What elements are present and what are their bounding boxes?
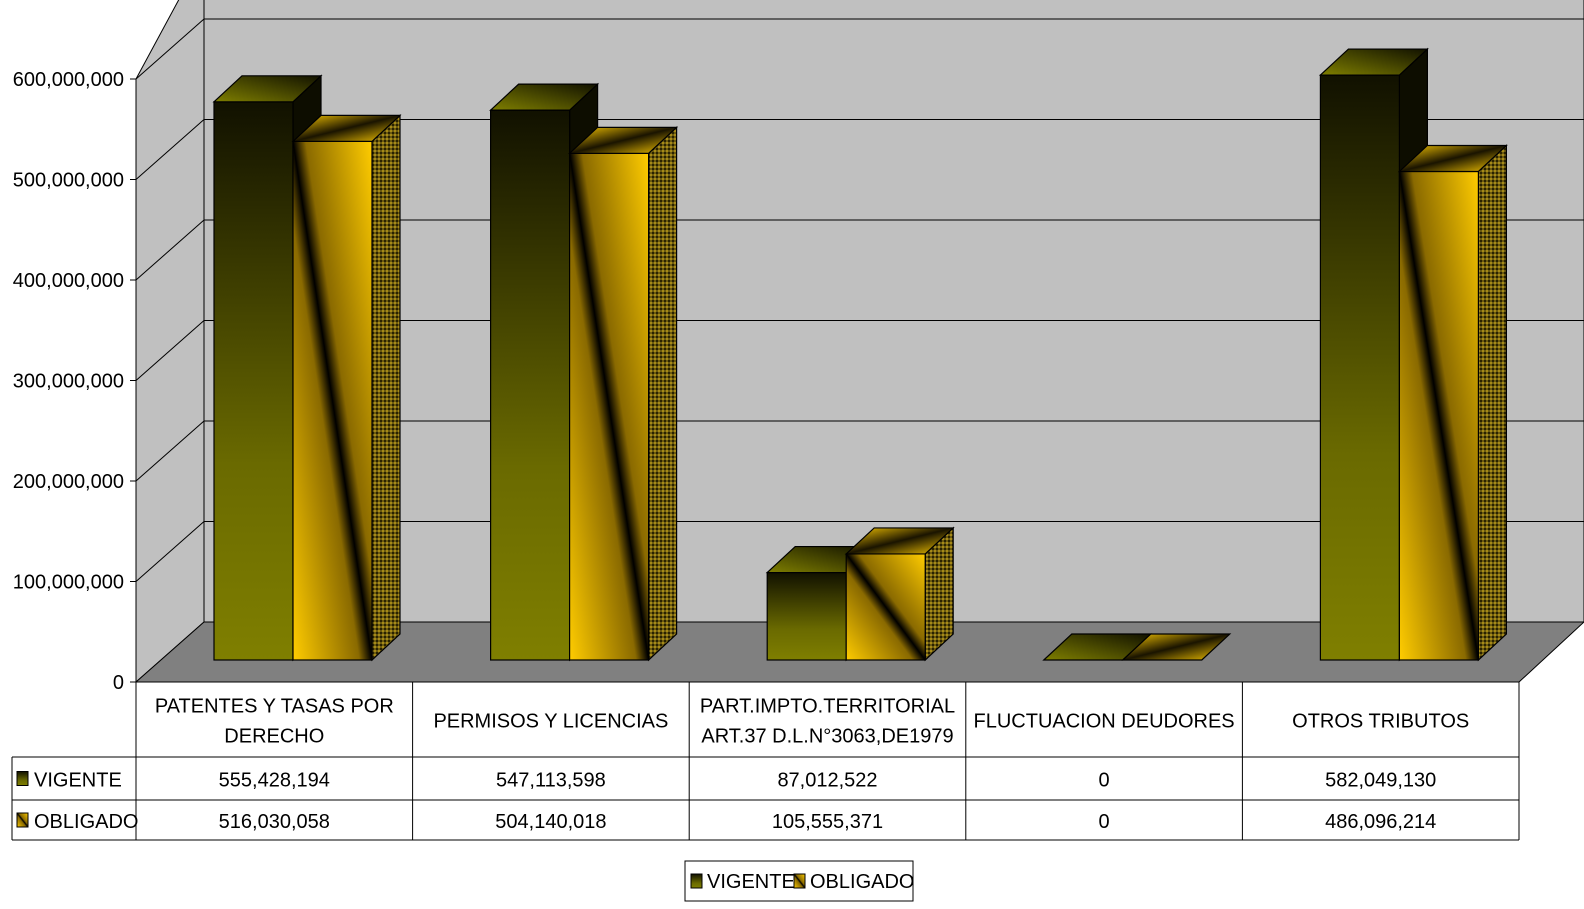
- table-value: 547,113,598: [496, 770, 606, 792]
- table-value: 0: [1099, 811, 1110, 833]
- bar-front: [213, 101, 294, 661]
- side-wall: [135, 0, 205, 684]
- bar-obligado-4: [1397, 144, 1508, 662]
- category-label: FLUCTUACION DEUDORES: [974, 711, 1235, 733]
- legend: VIGENTE OBLIGADO: [684, 860, 914, 902]
- table-key-obligado: [16, 812, 29, 828]
- gridline-side: [135, 320, 205, 381]
- gridline-side: [135, 119, 205, 180]
- category-label: DERECHO: [224, 726, 324, 748]
- y-tick-label: 200,000,000: [13, 471, 124, 493]
- bar-side: [371, 114, 401, 662]
- gridline-side: [135, 420, 205, 482]
- bar-top: [1121, 633, 1232, 661]
- bar-front: [845, 553, 926, 661]
- legend-key-obligado: [793, 873, 806, 889]
- category-label: ART.37 D.L.N°3063,DE1979: [701, 726, 953, 748]
- bar-obligado-3: [1121, 633, 1232, 661]
- bar-front: [568, 152, 650, 661]
- bar-top: [291, 114, 402, 142]
- data-table: PATENTES Y TASAS POR DERECHO PERMISOS Y LI…: [11, 682, 1520, 841]
- bar-obligado-1: [568, 125, 679, 662]
- table-series-name: OBLIGADO: [34, 811, 138, 833]
- legend-key-vigente: [690, 873, 703, 889]
- bar-obligado-0: [291, 114, 402, 662]
- table-value: 87,012,522: [777, 770, 877, 792]
- bar-front: [1319, 74, 1401, 661]
- category-label: PART.IMPTO.TERRITORIAL: [700, 696, 955, 718]
- y-tick-label: 0: [113, 672, 124, 694]
- y-tick-label: 100,000,000: [13, 572, 124, 594]
- table-value: 582,049,130: [1325, 770, 1436, 792]
- bar-side: [1477, 144, 1508, 662]
- bar-front: [292, 140, 373, 661]
- bar-front: [766, 571, 847, 661]
- table-value: 504,140,018: [495, 811, 606, 833]
- table-value: 105,555,371: [772, 811, 883, 833]
- bar-side: [647, 125, 678, 662]
- bar-front: [1398, 170, 1480, 661]
- table-series-name: VIGENTE: [34, 770, 122, 792]
- gridline-side: [135, 219, 205, 281]
- table-value: 0: [1099, 770, 1110, 792]
- bar-top: [844, 527, 955, 555]
- gridline-side: [135, 521, 205, 582]
- chart-bars: [212, 47, 1508, 662]
- y-tick-label: 300,000,000: [13, 371, 124, 393]
- table-key-vigente: [16, 771, 29, 786]
- y-tick-label: 400,000,000: [13, 270, 124, 292]
- y-tick-label: 600,000,000: [13, 69, 124, 91]
- table-value: 516,030,058: [219, 811, 330, 833]
- bar-top: [489, 83, 600, 111]
- gridline-side: [135, 18, 205, 80]
- legend-label-vigente: VIGENTE: [707, 871, 795, 893]
- category-label: OTROS TRIBUTOS: [1292, 711, 1469, 733]
- category-label: PERMISOS Y LICENCIAS: [433, 711, 668, 733]
- table-value: 486,096,214: [1325, 811, 1436, 833]
- legend-label-obligado: OBLIGADO: [810, 871, 914, 893]
- bar-obligado-2: [844, 526, 955, 662]
- bar-top: [212, 75, 323, 103]
- bar-top: [1397, 144, 1508, 173]
- y-tick-label: 500,000,000: [13, 170, 124, 192]
- bar-front: [490, 109, 571, 661]
- bar-top: [568, 126, 679, 154]
- table-value: 555,428,194: [219, 770, 330, 792]
- category-label: PATENTES Y TASAS POR: [155, 696, 394, 718]
- bar-top: [1318, 48, 1429, 76]
